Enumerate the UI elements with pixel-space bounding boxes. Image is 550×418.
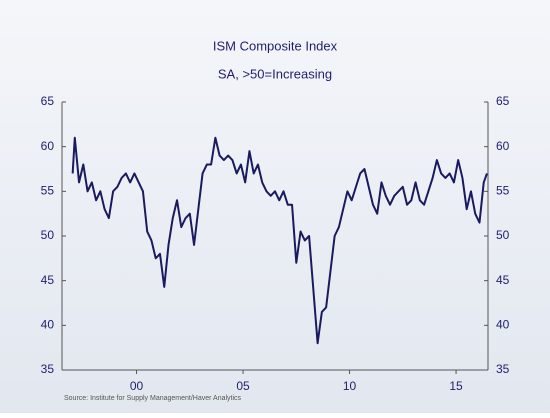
y2-tick-label: 35 bbox=[496, 362, 510, 376]
x-tick-label: 00 bbox=[130, 379, 144, 393]
y2-tick-label: 60 bbox=[496, 139, 510, 153]
y-tick-label: 60 bbox=[41, 139, 55, 153]
y2-tick-label: 50 bbox=[496, 228, 510, 242]
y2-tick-label: 40 bbox=[496, 318, 510, 332]
y-tick-label: 45 bbox=[41, 273, 55, 287]
y2-tick-label: 65 bbox=[496, 94, 510, 108]
y-tick-label: 50 bbox=[41, 228, 55, 242]
source: Source: Institute for Supply Management/… bbox=[64, 395, 242, 402]
x-tick-label: 10 bbox=[343, 379, 357, 393]
y-tick-label: 35 bbox=[41, 362, 55, 376]
chart-title: ISM Composite Index bbox=[213, 38, 338, 53]
y-tick-label: 65 bbox=[41, 94, 55, 108]
x-tick-label: 15 bbox=[449, 379, 463, 393]
x-tick-label: 05 bbox=[236, 379, 250, 393]
y2-tick-label: 55 bbox=[496, 184, 510, 198]
chart-subtitle: SA, >50=Increasing bbox=[218, 66, 332, 81]
y-tick-label: 55 bbox=[41, 184, 55, 198]
y2-tick-label: 45 bbox=[496, 273, 510, 287]
y-tick-label: 40 bbox=[41, 318, 55, 332]
series-line bbox=[71, 136, 488, 345]
